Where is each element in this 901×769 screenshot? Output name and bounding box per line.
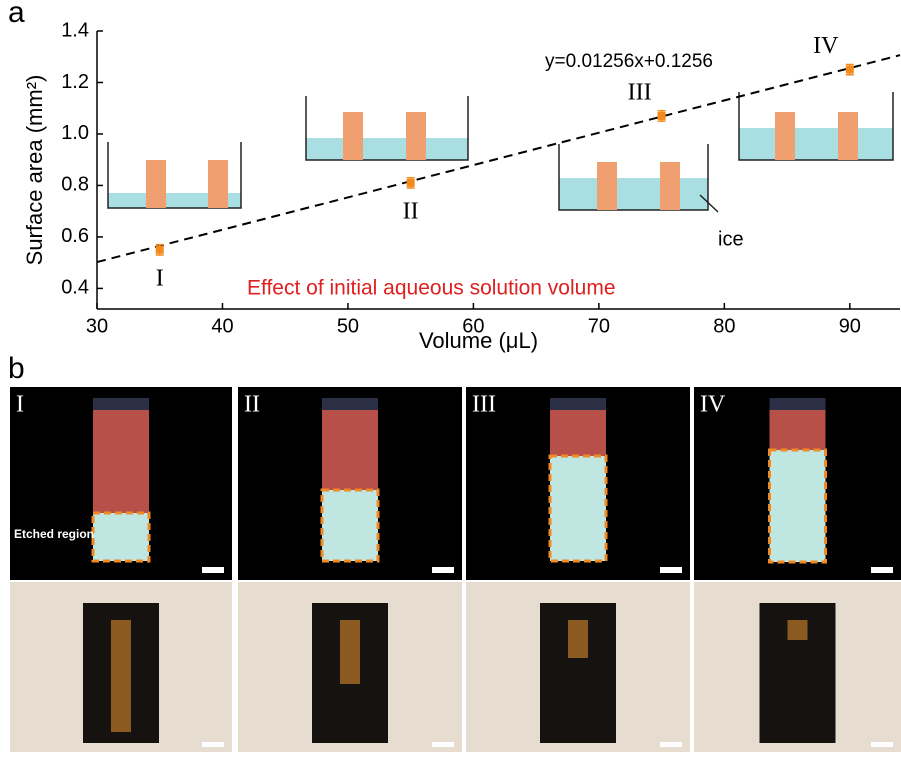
- etched-region: [548, 454, 608, 563]
- y-tick-label: 0.8: [61, 174, 89, 196]
- scale-bar: [871, 742, 893, 747]
- y-axis-label: Surface area (mm²): [22, 75, 47, 266]
- x-axis-label: Volume (μL): [419, 328, 538, 353]
- sample-core: [787, 620, 808, 640]
- panel-label: a: [8, 0, 25, 29]
- data-point: [406, 178, 415, 187]
- sample-core: [568, 620, 588, 658]
- photo-column: IV: [694, 387, 901, 752]
- scale-bar: [432, 742, 454, 747]
- photo-column: II: [238, 387, 462, 752]
- y-tick-label: 0.4: [61, 277, 89, 299]
- etched-region: [320, 488, 380, 563]
- point-label: IV: [813, 33, 839, 59]
- x-tick-label: 60: [462, 315, 484, 337]
- x-tick-label: 80: [713, 315, 735, 337]
- point-label: III: [628, 79, 652, 105]
- scale-bar: [432, 567, 454, 573]
- etched-region: [91, 511, 151, 563]
- photo-column: III: [466, 387, 690, 752]
- photo-label: II: [244, 392, 260, 418]
- y-tick-label: 0.6: [61, 225, 89, 247]
- x-tick-label: 40: [211, 315, 233, 337]
- data-point: [845, 65, 854, 74]
- etched-label: Etched region: [14, 527, 94, 541]
- scale-bar: [660, 567, 682, 573]
- x-tick-label: 50: [337, 315, 359, 337]
- y-tick-label: 1.2: [61, 71, 89, 93]
- photo-label: I: [16, 392, 24, 418]
- scale-bar: [202, 742, 224, 747]
- photo-label: III: [472, 392, 496, 418]
- photo-label: IV: [700, 392, 726, 418]
- inset-label: ice: [718, 228, 744, 250]
- data-point: [657, 111, 666, 120]
- y-tick-label: 1.0: [61, 122, 89, 144]
- tube: [322, 398, 378, 490]
- y-tick-label: 1.4: [61, 19, 89, 41]
- tube: [93, 398, 149, 513]
- tube-cap: [769, 398, 826, 410]
- inset-diagrams: [107, 92, 894, 213]
- tube-cap: [550, 398, 606, 410]
- scale-bar: [660, 742, 682, 747]
- sample-core: [340, 620, 360, 684]
- x-tick-label: 30: [86, 315, 108, 337]
- x-tick-label: 90: [839, 315, 861, 337]
- fit-line: [96, 54, 901, 264]
- point-label: II: [403, 198, 419, 224]
- scale-bar: [202, 567, 224, 573]
- scale-bar: [871, 567, 893, 573]
- panel-label: b: [8, 352, 25, 385]
- photo-column: I: [10, 387, 232, 752]
- sample-core: [111, 620, 131, 732]
- etched-region: [768, 448, 827, 564]
- point-label: I: [156, 265, 164, 291]
- fit-equation: y=0.01256x+0.1256: [545, 51, 713, 72]
- annotation: Effect of initial aqueous solution volum…: [247, 277, 616, 300]
- tube-cap: [93, 398, 149, 410]
- x-tick-label: 70: [588, 315, 610, 337]
- data-point: [155, 245, 164, 254]
- tube-cap: [322, 398, 378, 410]
